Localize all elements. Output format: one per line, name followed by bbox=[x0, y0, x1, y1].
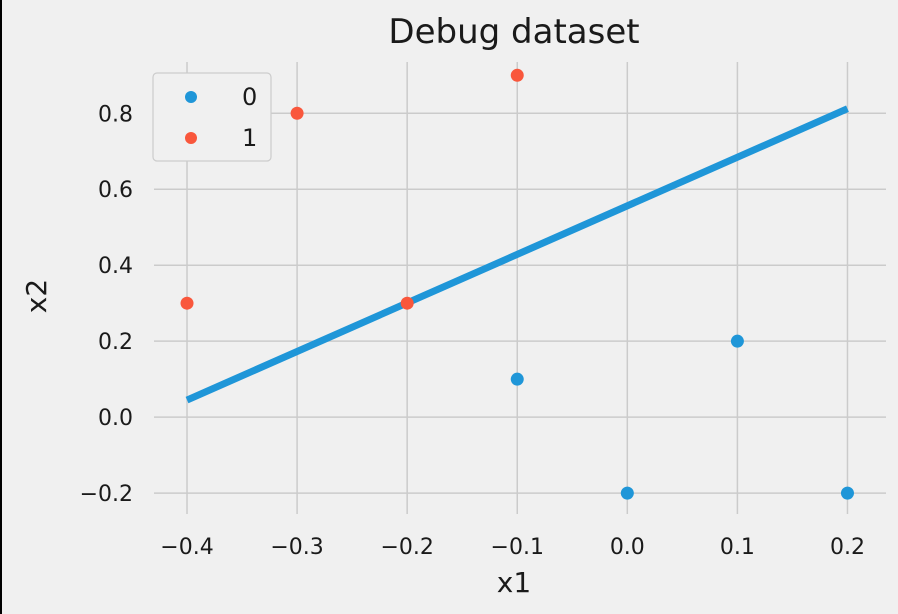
data-points bbox=[180, 68, 854, 500]
x-tick-labels: −0.4 −0.3 −0.2 −0.1 0.0 0.1 0.2 bbox=[160, 535, 865, 560]
y-tick-label: −0.2 bbox=[80, 482, 133, 507]
y-axis-label: x2 bbox=[20, 279, 53, 313]
x-tick-label: −0.3 bbox=[270, 535, 323, 560]
y-tick-label: 0.6 bbox=[98, 178, 133, 203]
data-point-class-0 bbox=[730, 334, 744, 348]
decision-boundary-layer bbox=[185, 105, 849, 404]
data-point-class-1 bbox=[290, 106, 304, 120]
data-point-class-0 bbox=[840, 486, 854, 500]
grid bbox=[154, 62, 886, 514]
x-tick-label: 0.2 bbox=[830, 535, 865, 560]
legend: 0 1 bbox=[152, 72, 272, 162]
y-tick-label: 0.2 bbox=[98, 330, 133, 355]
data-point-class-0 bbox=[620, 486, 634, 500]
x-tick-label: 0.1 bbox=[720, 535, 755, 560]
y-tick-labels: −0.2 0.0 0.2 0.4 0.6 0.8 bbox=[80, 102, 133, 507]
data-point-class-1 bbox=[400, 296, 414, 310]
y-tick-label: 0.4 bbox=[98, 254, 133, 279]
legend-label-0: 0 bbox=[242, 83, 257, 111]
legend-box bbox=[152, 72, 272, 162]
x-tick-label: −0.1 bbox=[491, 535, 544, 560]
data-point-class-1 bbox=[180, 296, 194, 310]
x-tick-label: 0.0 bbox=[610, 535, 645, 560]
x-axis-label: x1 bbox=[497, 566, 531, 599]
legend-marker-1 bbox=[185, 132, 197, 144]
y-tick-label: 0.0 bbox=[98, 406, 133, 431]
y-tick-label: 0.8 bbox=[98, 102, 133, 127]
x-tick-label: −0.4 bbox=[160, 535, 213, 560]
data-point-class-0 bbox=[510, 372, 524, 386]
legend-label-1: 1 bbox=[242, 124, 257, 152]
x-tick-label: −0.2 bbox=[380, 535, 433, 560]
legend-marker-0 bbox=[185, 91, 197, 103]
chart-title: Debug dataset bbox=[388, 12, 639, 52]
decision-boundary-line bbox=[185, 105, 849, 404]
data-point-class-1 bbox=[510, 68, 524, 82]
